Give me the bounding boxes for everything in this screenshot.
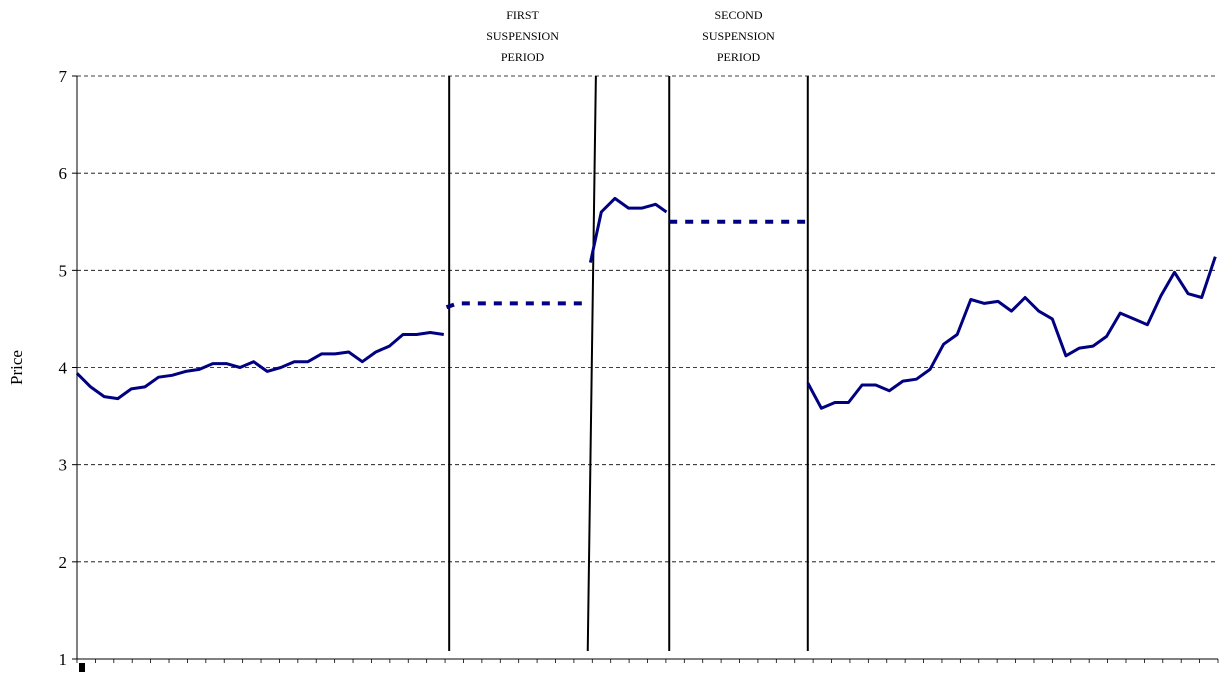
price-series (75, 196, 1217, 410)
axes: 1 2 3 4 5 6 7 (59, 67, 1219, 672)
suspension-boundary-line-2 (586, 75, 597, 652)
y-tick-label-5: 5 (59, 261, 68, 280)
y-axis-title: Price (7, 350, 26, 385)
y-tick-label-2: 2 (59, 553, 68, 572)
price-line-5 (806, 256, 1217, 410)
period-label-2-line-3: PERIOD (717, 50, 761, 64)
period-label-2-line-2: SUSPENSION (702, 29, 775, 43)
period-label-2-line-1: SECOND (715, 8, 763, 22)
y-tick-label-6: 6 (59, 164, 68, 183)
y-tick-label-7: 7 (59, 67, 68, 86)
period-label-1-line-2: SUSPENSION (486, 29, 559, 43)
gridlines (77, 75, 1218, 563)
suspension-price-line-2 (445, 301, 588, 310)
y-tick-label-4: 4 (59, 359, 68, 378)
price-line-1 (75, 331, 445, 401)
y-tick-label-3: 3 (59, 456, 68, 475)
y-tick-label-1: 1 (59, 650, 68, 669)
period-label-1-line-1: FIRST (506, 8, 539, 22)
suspension-boundaries (448, 75, 809, 652)
price-line-3 (588, 196, 668, 263)
origin-marker (79, 663, 85, 672)
annotations: FIRST SUSPENSION PERIOD SECOND SUSPENSION PER… (486, 8, 775, 64)
period-label-1-line-3: PERIOD (501, 50, 545, 64)
